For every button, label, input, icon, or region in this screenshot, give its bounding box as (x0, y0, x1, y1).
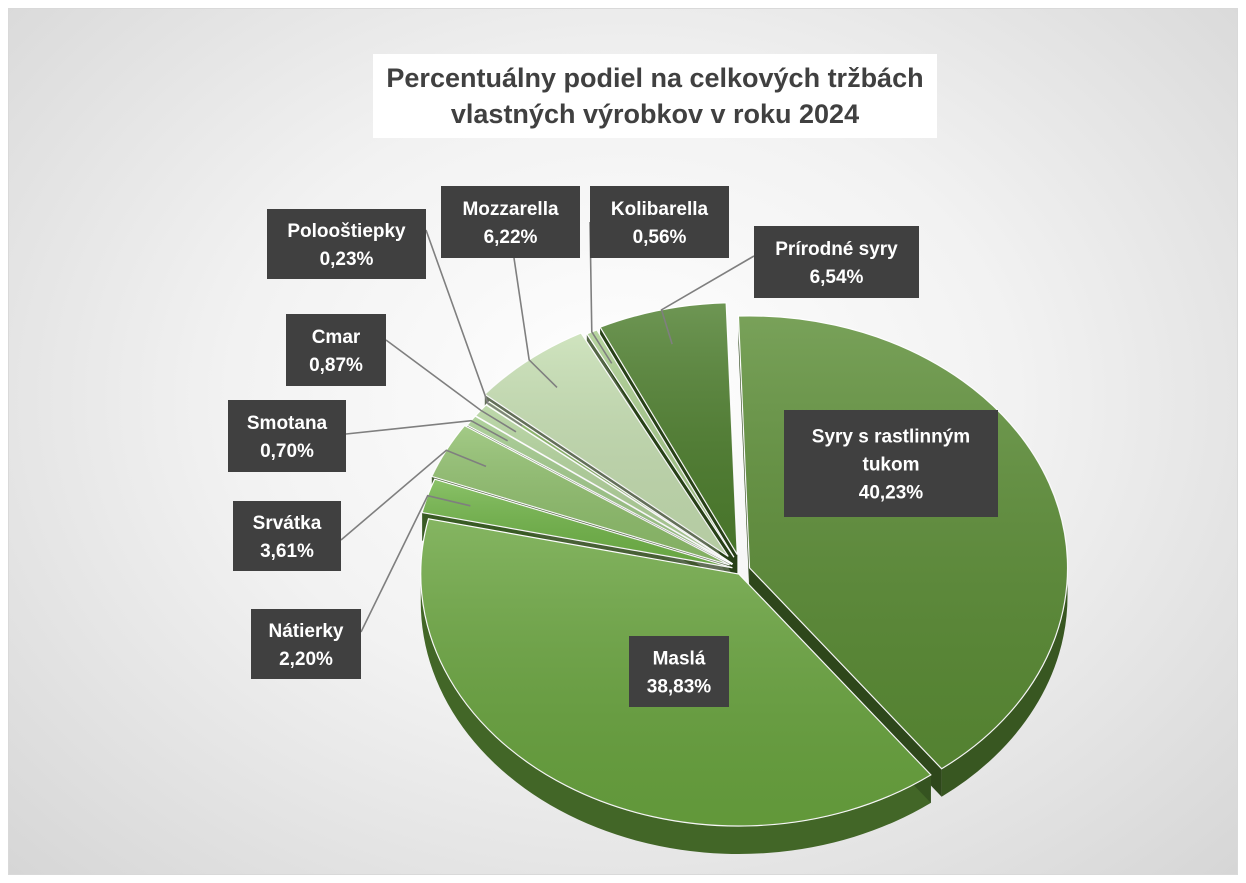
data-label-name-7: Mozzarella (462, 199, 559, 220)
data-label-value-9: 6,54% (810, 267, 864, 288)
chart-title: Percentuálny podiel na celkových tržbách… (373, 54, 937, 138)
data-label-value-2: 2,20% (279, 649, 333, 670)
leader-lines (340, 221, 755, 633)
data-label-box-5 (286, 314, 386, 386)
data-label-value-0: 40,23% (859, 483, 924, 504)
pie-slice-gloss-5 (475, 404, 733, 565)
data-label-value-4: 0,70% (260, 441, 314, 462)
data-label-value-8: 0,56% (633, 227, 687, 248)
data-label-box-4 (228, 400, 346, 472)
data-label-name-3: Srvátka (253, 513, 322, 534)
pie-slice-gloss-7 (484, 333, 729, 557)
slice-side-1 (420, 573, 931, 854)
data-label-name-9: Prírodné syry (775, 239, 898, 260)
data-label-value-3: 3,61% (260, 541, 314, 562)
chart-title-text: Percentuálny podiel na celkových tržbách… (386, 63, 924, 129)
pie-slice-gloss-9 (600, 302, 738, 555)
pie-slice-gloss-8 (586, 329, 734, 558)
pie-slices (420, 302, 1069, 827)
data-label-name-5: Cmar (312, 327, 361, 348)
data-label-box-0 (784, 410, 998, 517)
leader-line-6 (425, 229, 523, 427)
data-label-name-1: Maslá (653, 649, 706, 670)
pie-slice-gloss-6 (486, 401, 733, 564)
leader-line-9 (660, 255, 755, 345)
data-label-box-6 (267, 209, 426, 279)
data-label-box-7 (441, 186, 580, 258)
data-label-box-1 (629, 636, 729, 707)
pie-slice-gloss-2 (422, 479, 733, 568)
data-label-name-4: Smotana (247, 413, 328, 434)
data-label-name-6: Polooštiepky (287, 221, 406, 242)
slice-side-0 (941, 567, 1068, 797)
leader-line-5 (385, 339, 517, 433)
leader-line-3 (340, 449, 487, 541)
leader-line-8 (589, 221, 613, 364)
data-label-value-5: 0,87% (309, 355, 363, 376)
leader-line-4 (345, 419, 509, 442)
leader-line-2 (360, 494, 471, 633)
data-label-value-1: 38,83% (647, 677, 712, 698)
data-label-box-8 (590, 186, 729, 258)
data-label-value-7: 6,22% (484, 227, 538, 248)
data-label-box-9 (754, 226, 919, 298)
data-label-value-6: 0,23% (320, 249, 374, 270)
leader-line-7 (513, 257, 558, 388)
data-label-name-8: Kolibarella (611, 199, 709, 220)
data-label-box-3 (233, 501, 341, 571)
pie-slice-gloss-4 (467, 416, 733, 565)
data-labels: Syry s rastlinným tukom 40,23% Maslá 38,83% N… (228, 186, 998, 707)
pie-slice-gloss-3 (431, 425, 730, 565)
data-label-name-0: tukom (863, 455, 920, 476)
data-label-name-0: Syry s rastlinným (812, 427, 970, 448)
data-label-box-2 (251, 609, 361, 679)
data-label-name-2: Nátierky (269, 621, 344, 642)
